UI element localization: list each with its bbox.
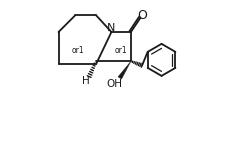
Text: N: N (106, 23, 115, 33)
Text: H: H (83, 76, 90, 86)
Text: O: O (137, 9, 147, 22)
Polygon shape (118, 61, 131, 79)
Text: OH: OH (106, 79, 122, 88)
Text: or1: or1 (72, 46, 84, 55)
Text: or1: or1 (115, 46, 128, 55)
